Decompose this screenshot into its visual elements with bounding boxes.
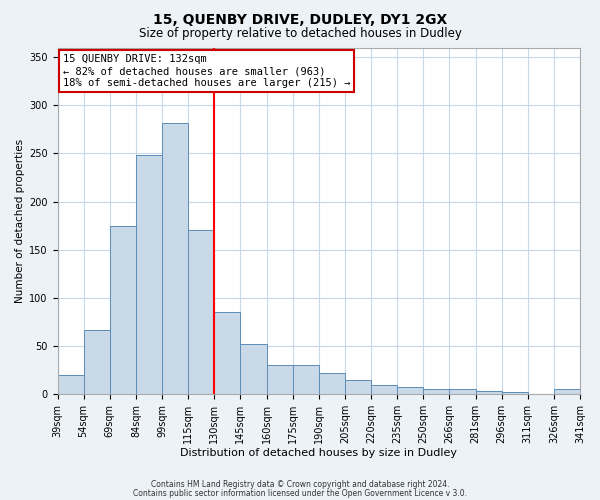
Bar bbox=[449, 390, 476, 394]
Bar bbox=[241, 344, 266, 394]
Bar bbox=[58, 375, 83, 394]
Y-axis label: Number of detached properties: Number of detached properties bbox=[15, 139, 25, 303]
Bar bbox=[423, 390, 449, 394]
Bar bbox=[554, 390, 580, 394]
X-axis label: Distribution of detached houses by size in Dudley: Distribution of detached houses by size … bbox=[180, 448, 457, 458]
Bar bbox=[266, 366, 293, 394]
Text: Contains public sector information licensed under the Open Government Licence v : Contains public sector information licen… bbox=[133, 488, 467, 498]
Bar bbox=[162, 122, 188, 394]
Bar bbox=[214, 312, 241, 394]
Text: 15 QUENBY DRIVE: 132sqm
← 82% of detached houses are smaller (963)
18% of semi-d: 15 QUENBY DRIVE: 132sqm ← 82% of detache… bbox=[63, 54, 350, 88]
Bar bbox=[476, 392, 502, 394]
Bar bbox=[188, 230, 214, 394]
Text: Contains HM Land Registry data © Crown copyright and database right 2024.: Contains HM Land Registry data © Crown c… bbox=[151, 480, 449, 489]
Text: 15, QUENBY DRIVE, DUDLEY, DY1 2GX: 15, QUENBY DRIVE, DUDLEY, DY1 2GX bbox=[153, 12, 447, 26]
Bar bbox=[110, 226, 136, 394]
Bar bbox=[293, 366, 319, 394]
Text: Size of property relative to detached houses in Dudley: Size of property relative to detached ho… bbox=[139, 28, 461, 40]
Bar bbox=[136, 156, 162, 394]
Bar bbox=[371, 384, 397, 394]
Bar bbox=[502, 392, 528, 394]
Bar bbox=[83, 330, 110, 394]
Bar bbox=[397, 386, 423, 394]
Bar bbox=[345, 380, 371, 394]
Bar bbox=[319, 373, 345, 394]
